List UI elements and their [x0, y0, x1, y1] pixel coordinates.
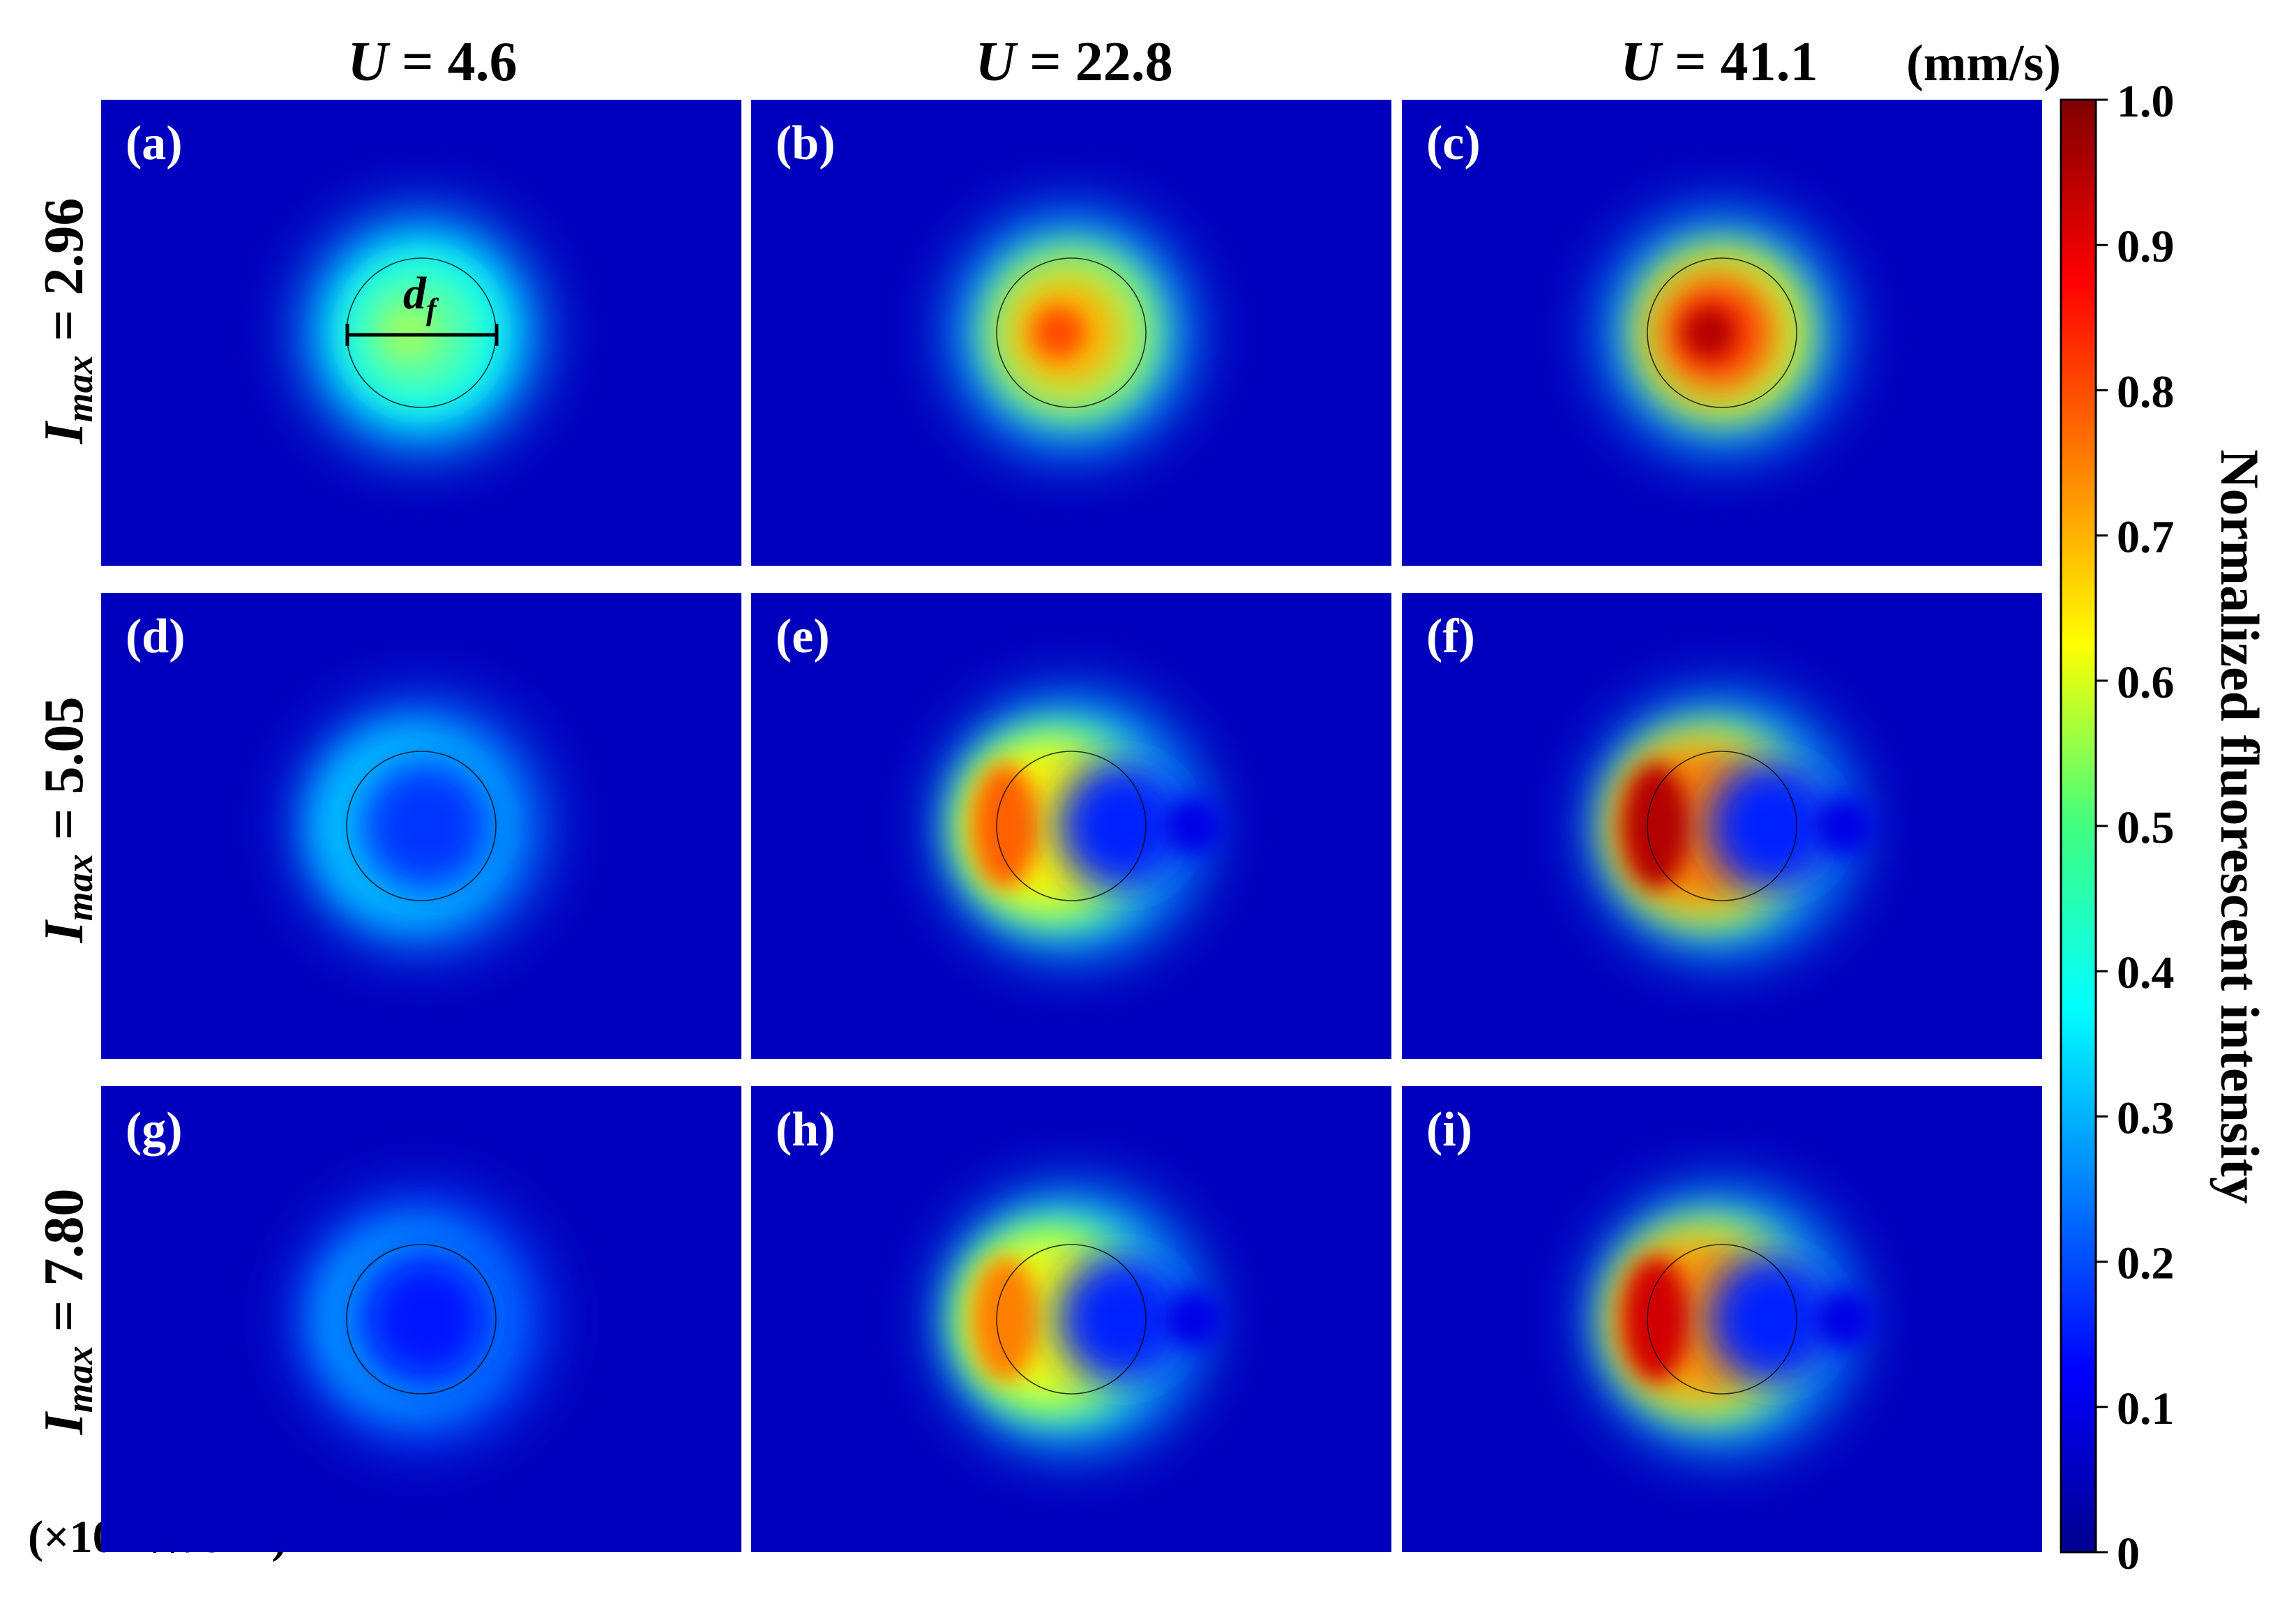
colorbar-tick-label: 0.1 [2117, 1383, 2175, 1434]
colorbar-tick-label: 0.5 [2117, 802, 2175, 853]
column-unit: (mm/s) [1906, 35, 2061, 92]
column-header-3: U = 41.1 [1620, 31, 1818, 93]
column-header-1: U = 4.6 [347, 31, 517, 93]
panel-label-d: (d) [126, 610, 186, 663]
panel-e: (e) [751, 593, 1391, 1059]
colorbar-tick-label: 0.2 [2117, 1238, 2175, 1289]
colorbar-tick-label: 0.7 [2117, 512, 2175, 563]
panel-b: (b) [751, 100, 1391, 566]
row-label-2: Imax = 5.05 [33, 697, 100, 944]
panel-g: (g) [101, 1086, 741, 1552]
colorbar-label: Normalized fluorescent intensity [2210, 449, 2270, 1204]
panel-f: (f) [1402, 593, 2042, 1059]
panel-i: (i) [1402, 1086, 2042, 1552]
row-label-1: Imax = 2.96 [33, 198, 100, 445]
colorbar-tick-label: 1.0 [2117, 76, 2175, 127]
svg-text:df: df [403, 268, 439, 326]
panel-h: (h) [751, 1086, 1391, 1552]
colorbar-ticks: 1.0 0.9 0.8 0.7 0.6 0.5 0.4 0.3 0.2 0.1 0 [2096, 76, 2175, 1579]
df-annotation: df [345, 268, 499, 346]
column-header-2: U = 22.8 [975, 31, 1172, 93]
colorbar [2060, 98, 2097, 1554]
panel-label-g: (g) [126, 1103, 183, 1157]
colorbar-tick-label: 0.6 [2117, 657, 2175, 708]
panel-a: (a) [101, 100, 741, 566]
panel-label-h: (h) [776, 1103, 836, 1157]
colorbar-tick-label: 0.3 [2117, 1092, 2175, 1143]
colorbar-tick-label: 0 [2117, 1528, 2140, 1579]
colorbar-tick-label: 0.4 [2117, 947, 2175, 998]
panel-grid: (a) (b) (c) (d) (e) (f) (g) (h) (i) [101, 100, 2042, 1552]
panel-label-i: (i) [1426, 1103, 1472, 1157]
colorbar-tick-label: 0.8 [2117, 366, 2175, 417]
panel-label-c: (c) [1426, 116, 1481, 170]
colorbar-tick-label: 0.9 [2117, 221, 2175, 272]
panel-label-f: (f) [1426, 610, 1475, 663]
panel-label-a: (a) [126, 116, 183, 170]
panel-label-e: (e) [776, 610, 830, 663]
panel-label-b: (b) [776, 116, 836, 170]
panel-d: (d) [101, 593, 741, 1059]
panel-c: (c) [1402, 100, 2042, 566]
row-label-3: Imax = 7.80 [33, 1189, 100, 1436]
